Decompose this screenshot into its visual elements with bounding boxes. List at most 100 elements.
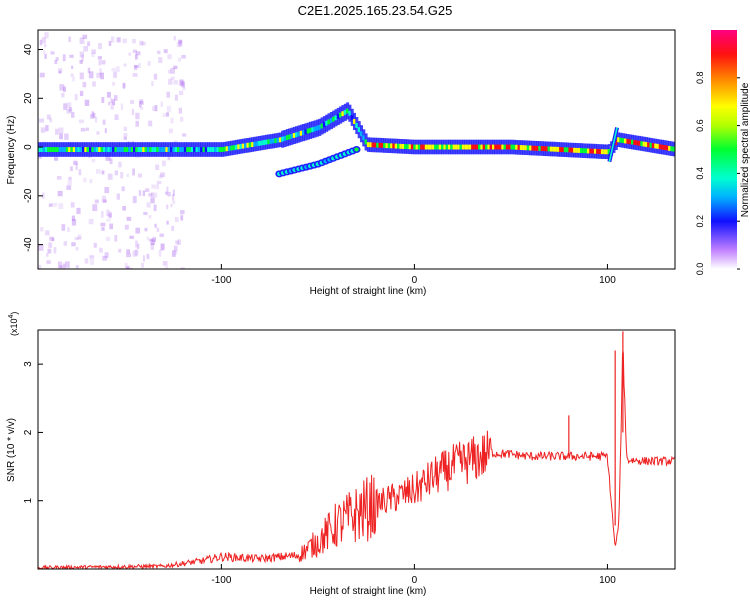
noise-cell <box>179 79 184 86</box>
noise-cell <box>156 227 160 232</box>
snr-xlabel: Height of straight line (km) <box>310 586 427 597</box>
noise-cell <box>132 250 138 257</box>
x-tick-label: 0 <box>412 575 418 586</box>
noise-cell <box>160 243 165 251</box>
colorbar-tick-label: 0.8 <box>695 72 705 85</box>
noise-cell <box>99 68 102 75</box>
band-core <box>628 139 632 145</box>
noise-cell <box>176 42 182 48</box>
band-core <box>195 147 199 152</box>
noise-cell <box>101 170 105 175</box>
band-core <box>471 144 475 150</box>
noise-cell <box>114 234 118 242</box>
band-core <box>121 147 125 152</box>
noise-cell <box>84 258 89 264</box>
x-tick-label: 100 <box>599 275 616 286</box>
band-core <box>100 147 104 152</box>
noise-cell <box>104 187 110 194</box>
noise-cell <box>171 194 175 201</box>
band-core <box>631 139 634 145</box>
noise-cell <box>79 37 85 44</box>
band-core <box>325 120 329 126</box>
band-core <box>313 126 317 132</box>
noise-cell <box>123 133 128 137</box>
noise-cell <box>38 155 42 159</box>
noise-cell <box>41 192 45 199</box>
noise-cell <box>104 252 109 258</box>
noise-cell <box>168 78 173 85</box>
band-core <box>47 147 51 152</box>
noise-cell <box>135 120 139 127</box>
noise-cell <box>111 36 115 43</box>
band-core <box>167 147 171 152</box>
band-core <box>596 148 600 154</box>
noise-cell <box>132 38 136 44</box>
noise-cell <box>135 240 138 248</box>
band-core <box>61 147 65 152</box>
band-core <box>126 147 129 152</box>
noise-cell <box>59 84 65 91</box>
band-core <box>429 144 433 150</box>
colorbar-tick-label: 0.4 <box>695 167 705 180</box>
band-core <box>515 144 519 150</box>
band-core <box>54 147 58 152</box>
snr-frame <box>37 329 676 570</box>
noise-cell <box>132 196 137 204</box>
band-core <box>172 147 176 152</box>
noise-cell <box>181 54 186 59</box>
noise-cell <box>56 175 62 180</box>
band-core <box>84 147 88 152</box>
band-core <box>265 139 268 145</box>
band-core <box>89 147 92 152</box>
noise-cell <box>155 164 160 170</box>
band-core <box>146 147 150 152</box>
band-core <box>670 146 674 152</box>
noise-cell <box>82 34 88 39</box>
band-core <box>380 142 384 148</box>
band-core <box>193 147 197 152</box>
noise-cell <box>163 49 168 54</box>
noise-cell <box>113 95 118 101</box>
band-core <box>445 144 449 150</box>
band-core <box>276 137 280 143</box>
band-core <box>656 143 660 149</box>
colorbar-label: Normalized spectral amplitude <box>740 82 750 217</box>
noise-cell <box>43 50 46 55</box>
noise-cell <box>173 80 179 85</box>
noise-cell <box>49 118 53 123</box>
noise-cell <box>170 76 175 80</box>
spectrogram-panel: -100 0 100 -40 -20 0 20 40 Height of straight l… <box>6 29 676 297</box>
y-tick-label: 0 <box>23 144 34 150</box>
band-core <box>311 127 315 133</box>
band-core <box>239 144 243 149</box>
band-core <box>607 149 611 154</box>
noise-cell <box>99 247 103 253</box>
noise-cell <box>167 155 171 161</box>
band-core <box>95 147 99 152</box>
band-core <box>232 145 236 151</box>
noise-cell <box>68 36 71 43</box>
noise-cell <box>71 111 75 118</box>
noise-cell <box>123 63 127 67</box>
noise-cell <box>124 224 129 230</box>
noise-cell <box>92 204 98 212</box>
noise-cell <box>150 239 155 246</box>
noise-cell <box>45 230 50 236</box>
noise-cell <box>112 99 116 106</box>
noise-cell <box>39 118 45 123</box>
noise-cell <box>126 265 131 269</box>
noise-cell <box>77 234 82 240</box>
noise-cell <box>66 185 72 190</box>
noise-cell <box>71 65 74 69</box>
band-core <box>116 147 120 152</box>
band-core <box>563 147 567 153</box>
noise-cell <box>107 173 113 180</box>
band-core <box>269 138 273 144</box>
y-tick-label: -20 <box>23 188 34 203</box>
noise-cell <box>116 37 121 43</box>
band-core <box>443 144 447 150</box>
noise-cell <box>180 267 185 269</box>
noise-cell <box>73 160 78 165</box>
noise-cell <box>40 127 46 133</box>
noise-cell <box>106 209 110 217</box>
